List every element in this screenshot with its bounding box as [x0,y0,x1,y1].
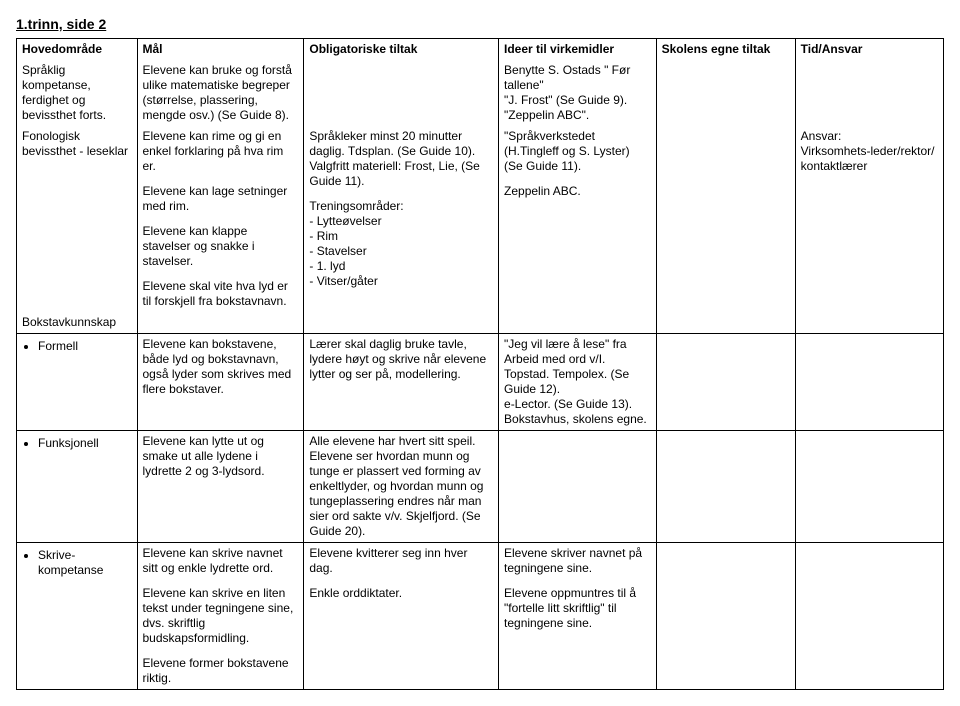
col-header: Skolens egne tiltak [656,39,795,61]
cell-tid-ansvar [795,60,943,126]
cell-hovedomrade: Skrive-kompetanse [17,543,138,690]
para: "Språkverkstedet (H.Tingleff og S. Lyste… [504,129,651,174]
cell-hovedomrade: Funksjonell [17,431,138,543]
cell-skolens [656,543,795,690]
list-item: - Vitser/gåter [309,274,493,289]
cell-hovedomrade: Språklig kompetanse, ferdighet og beviss… [17,60,138,126]
cell-mal [137,312,304,334]
para: Elevene oppmuntres til å "fortelle litt … [504,586,651,631]
cell-ideer: "Jeg vil lære å lese" fra Arbeid med ord… [499,334,657,431]
cell-tid-ansvar [795,431,943,543]
para: Enkle orddiktater. [309,586,493,601]
para: Elevene kan skrive navnet sitt og enkle … [143,546,299,576]
para: Elevene skal vite hva lyd er til forskje… [143,279,299,309]
col-header: Ideer til virkemidler [499,39,657,61]
cell-hovedomrade: Formell [17,334,138,431]
cell-obligatoriske: Språkleker minst 20 minutter daglig. Tds… [304,126,499,312]
cell-obligatoriske [304,60,499,126]
table-row: Fonologisk bevissthet - leseklar Elevene… [17,126,944,312]
cell-hovedomrade: Bokstavkunnskap [17,312,138,334]
list-item: - 1. lyd [309,259,493,274]
bullet-label: Funksjonell [38,436,132,451]
cell-ideer: "Språkverkstedet (H.Tingleff og S. Lyste… [499,126,657,312]
cell-skolens [656,334,795,431]
cell-skolens [656,60,795,126]
list-item: - Rim [309,229,493,244]
para: Zeppelin ABC. [504,184,651,199]
cell-tid-ansvar [795,543,943,690]
cell-ideer [499,312,657,334]
list-item: - Stavelser [309,244,493,259]
cell-ideer: Elevene skriver navnet på tegningene sin… [499,543,657,690]
col-header: Tid/Ansvar [795,39,943,61]
para: Elevene kvitterer seg inn hver dag. [309,546,493,576]
cell-mal: Elevene kan skrive navnet sitt og enkle … [137,543,304,690]
cell-obligatoriske [304,312,499,334]
para: Elevene kan lage setninger med rim. [143,184,299,214]
cell-mal: Elevene kan lytte ut og smake ut alle ly… [137,431,304,543]
list-item: - Lytteøvelser [309,214,493,229]
para: Elevene kan klappe stavelser og snakke i… [143,224,299,269]
curriculum-table: Hovedområde Mål Obligatoriske tiltak Ide… [16,38,944,690]
table-row: Bokstavkunnskap [17,312,944,334]
cell-tid-ansvar: Ansvar: Virksomhets-leder/rektor/ kontak… [795,126,943,312]
bullet-label: Skrive-kompetanse [38,548,132,578]
col-header: Hovedområde [17,39,138,61]
cell-mal: Elevene kan bokstavene, både lyd og boks… [137,334,304,431]
table-row: Språklig kompetanse, ferdighet og beviss… [17,60,944,126]
para: Elevene kan rime og gi en enkel forklari… [143,129,299,174]
page-title: 1.trinn, side 2 [16,16,944,32]
cell-mal: Elevene kan bruke og forstå ulike matema… [137,60,304,126]
cell-skolens [656,431,795,543]
cell-mal: Elevene kan rime og gi en enkel forklari… [137,126,304,312]
bullet-label: Formell [38,339,132,354]
cell-tid-ansvar [795,334,943,431]
cell-obligatoriske: Alle elevene har hvert sitt speil. Eleve… [304,431,499,543]
table-row: Formell Elevene kan bokstavene, både lyd… [17,334,944,431]
cell-skolens [656,126,795,312]
cell-obligatoriske: Elevene kvitterer seg inn hver dag. Enkl… [304,543,499,690]
para: Språkleker minst 20 minutter daglig. Tds… [309,129,493,189]
cell-hovedomrade: Fonologisk bevissthet - leseklar [17,126,138,312]
col-header: Mål [137,39,304,61]
cell-tid-ansvar [795,312,943,334]
col-header: Obligatoriske tiltak [304,39,499,61]
table-header-row: Hovedområde Mål Obligatoriske tiltak Ide… [17,39,944,61]
table-row: Funksjonell Elevene kan lytte ut og smak… [17,431,944,543]
para: Elevene kan skrive en liten tekst under … [143,586,299,646]
cell-ideer [499,431,657,543]
cell-ideer: Benytte S. Ostads " Før tallene" "J. Fro… [499,60,657,126]
cell-skolens [656,312,795,334]
para: Elevene skriver navnet på tegningene sin… [504,546,651,576]
table-row: Skrive-kompetanse Elevene kan skrive nav… [17,543,944,690]
cell-obligatoriske: Lærer skal daglig bruke tavle, lydere hø… [304,334,499,431]
para: Elevene former bokstavene riktig. [143,656,299,686]
para: Treningsområder: [309,199,493,214]
